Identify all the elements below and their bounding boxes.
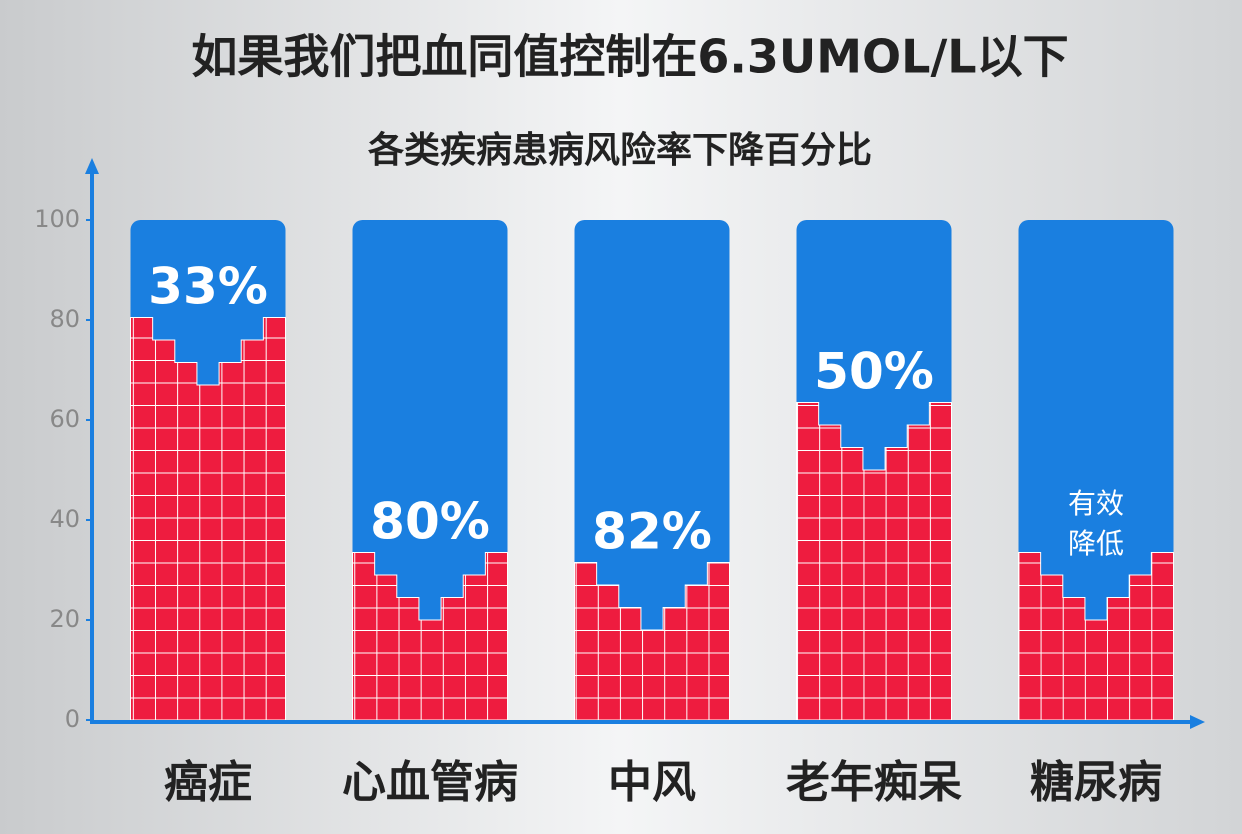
chart-title: 如果我们把血同值控制在6.3UMOL/L以下 [191,30,1068,84]
y-axis-arrow [85,158,99,174]
bar [352,552,508,721]
value-label: 80% [370,493,490,551]
bar [130,317,286,721]
value-label: 82% [592,503,712,561]
y-tick-label: 60 [49,405,80,433]
x-axis-arrow [1190,715,1205,729]
y-tick-label: 40 [49,505,80,533]
chart-subtitle: 各类疾病患病风险率下降百分比 [368,130,872,171]
annotation: 有效降低 [1068,487,1124,560]
bar [1018,552,1174,721]
bar [574,562,730,721]
y-tick-label: 0 [65,705,80,733]
plot: 0 20 40 60 80 100 33% 癌症 80% 心血管病 82% 中风 50% 老年痴呆 有效降低… [34,205,1174,808]
y-tick-label: 80 [49,305,80,333]
x-tick-label: 中风 [608,757,696,808]
y-tick-label: 100 [34,205,80,233]
x-tick-label: 老年痴呆 [786,757,962,808]
x-tick-label: 癌症 [164,757,252,808]
value-label: 33% [148,258,268,316]
x-tick-label: 心血管病 [342,757,518,808]
bar [796,402,952,721]
x-tick-label: 糖尿病 [1030,757,1162,808]
value-label: 50% [814,343,934,401]
y-tick-label: 20 [49,605,80,633]
